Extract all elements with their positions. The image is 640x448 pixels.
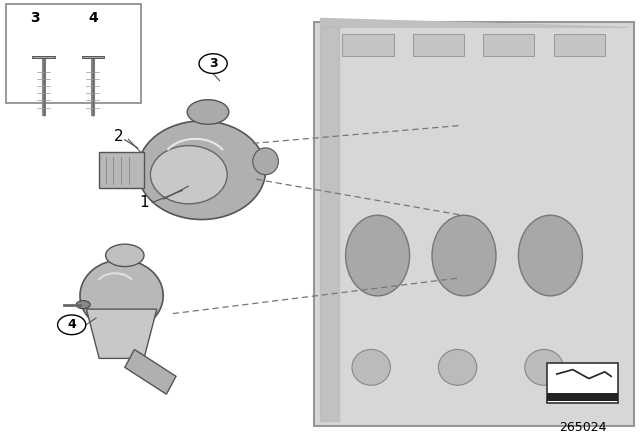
Ellipse shape [438, 349, 477, 385]
FancyBboxPatch shape [547, 363, 618, 403]
FancyBboxPatch shape [99, 152, 144, 188]
Polygon shape [125, 349, 176, 394]
Ellipse shape [525, 349, 563, 385]
Text: 2: 2 [113, 129, 124, 144]
Ellipse shape [138, 121, 266, 220]
Ellipse shape [76, 301, 90, 309]
Ellipse shape [253, 148, 278, 175]
Circle shape [58, 315, 86, 335]
Text: 3: 3 [209, 57, 218, 70]
FancyBboxPatch shape [413, 34, 464, 56]
Ellipse shape [346, 215, 410, 296]
Ellipse shape [352, 349, 390, 385]
Ellipse shape [80, 260, 163, 332]
Circle shape [199, 54, 227, 73]
Ellipse shape [187, 100, 229, 125]
FancyBboxPatch shape [314, 22, 634, 426]
Polygon shape [32, 56, 55, 58]
Polygon shape [82, 56, 104, 58]
FancyBboxPatch shape [554, 34, 605, 56]
Text: 4: 4 [88, 11, 98, 25]
Ellipse shape [518, 215, 582, 296]
Ellipse shape [150, 146, 227, 204]
Ellipse shape [106, 244, 144, 267]
Text: 4: 4 [67, 318, 76, 332]
Text: 3: 3 [30, 11, 40, 25]
Ellipse shape [432, 215, 496, 296]
FancyBboxPatch shape [342, 34, 394, 56]
Text: 265024: 265024 [559, 421, 606, 435]
FancyBboxPatch shape [6, 4, 141, 103]
FancyBboxPatch shape [547, 393, 618, 401]
Polygon shape [86, 309, 157, 358]
FancyBboxPatch shape [483, 34, 534, 56]
Text: 1: 1 [139, 195, 149, 210]
